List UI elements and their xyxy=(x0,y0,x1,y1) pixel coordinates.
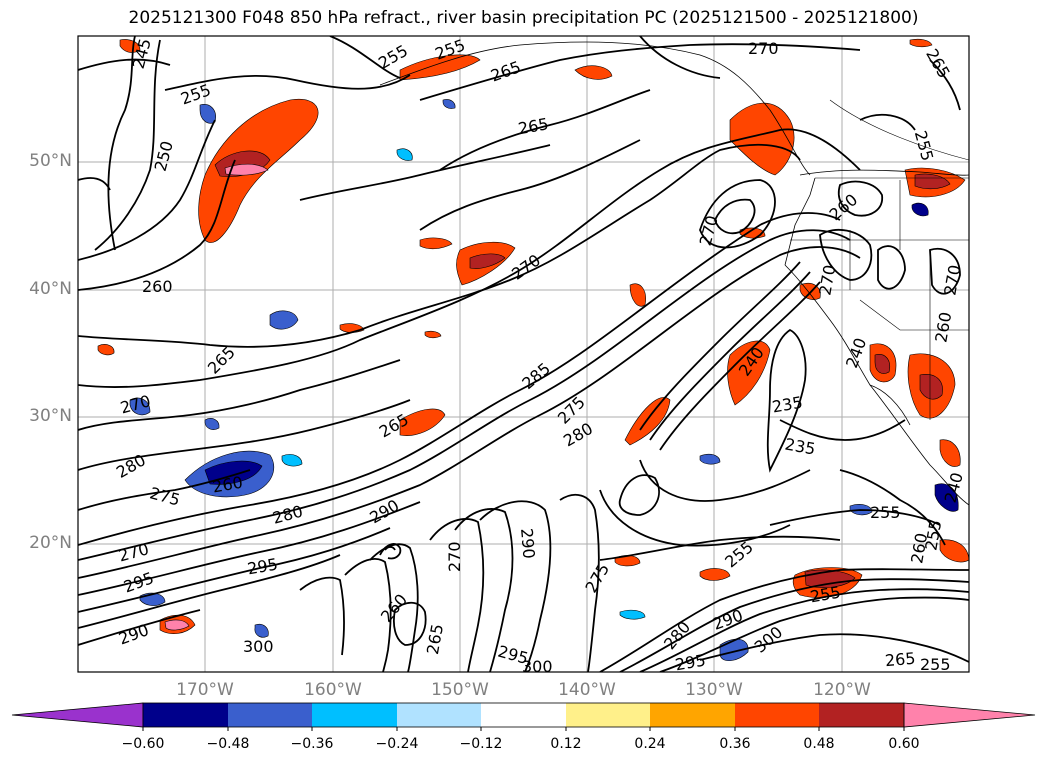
colorbar-tick-label: 0.36 xyxy=(719,736,751,752)
colorbar-segment xyxy=(143,703,228,727)
contour-label: 270 xyxy=(748,39,779,58)
contour-label: 265 xyxy=(884,649,916,671)
colorbar-segment xyxy=(819,703,904,727)
lon-label-140w: 140°W xyxy=(558,680,616,700)
colorbar-tick-label: 0.12 xyxy=(550,736,582,752)
colorbar-segment xyxy=(228,703,312,727)
colorbar-tick-label: −0.24 xyxy=(375,736,419,752)
colorbar-frame xyxy=(142,702,905,728)
colorbar xyxy=(11,702,1036,731)
contour-label: 290 xyxy=(517,527,539,559)
lon-label-170w: 170°W xyxy=(176,680,234,700)
lat-label-50n: 50°N xyxy=(29,151,72,171)
colorbar-segment xyxy=(481,703,566,727)
colorbar-tick-label: −0.60 xyxy=(121,736,165,752)
colorbar-segment xyxy=(312,703,397,727)
colorbar-segment xyxy=(735,703,819,727)
contour-label: 295 xyxy=(674,650,707,674)
lon-label-130w: 130°W xyxy=(685,680,743,700)
colorbar-tick-label: −0.12 xyxy=(459,736,503,752)
contour-label: 300 xyxy=(243,637,274,656)
colorbar-tick-label: −0.48 xyxy=(206,736,250,752)
lon-label-120w: 120°W xyxy=(813,680,871,700)
refractivity-contours xyxy=(78,36,969,672)
contour-label: 300 xyxy=(522,657,553,676)
contour-label: 270 xyxy=(445,541,464,572)
contour-label: 255 xyxy=(870,503,901,522)
colorbar-segment xyxy=(650,703,735,727)
colorbar-min-extension xyxy=(11,702,144,728)
colorbar-tick-label: 0.60 xyxy=(888,736,920,752)
lon-label-160w: 160°W xyxy=(304,680,362,700)
positive-anomaly-fills xyxy=(97,38,969,634)
chart-title: 2025121300 F048 850 hPa refract., river … xyxy=(128,8,919,28)
contour-label: 260 xyxy=(142,277,173,296)
colorbar-tick-label: 0.24 xyxy=(634,736,666,752)
colorbar-segment xyxy=(397,703,481,727)
colorbar-tick-label: −0.36 xyxy=(290,736,334,752)
negative-anomaly-fills xyxy=(129,99,959,661)
colorbar-max-extension xyxy=(903,702,1036,728)
lat-label-30n: 30°N xyxy=(29,406,72,426)
gridlines xyxy=(78,36,969,672)
lat-label-20n: 20°N xyxy=(29,533,72,553)
contour-label: 255 xyxy=(920,655,951,674)
colorbar-tick-label: 0.48 xyxy=(803,736,835,752)
map-frame xyxy=(77,35,970,673)
colorbar-segment xyxy=(566,703,650,727)
colorbar-ticks xyxy=(142,727,905,731)
lat-label-40n: 40°N xyxy=(29,279,72,299)
lon-label-150w: 150°W xyxy=(431,680,489,700)
